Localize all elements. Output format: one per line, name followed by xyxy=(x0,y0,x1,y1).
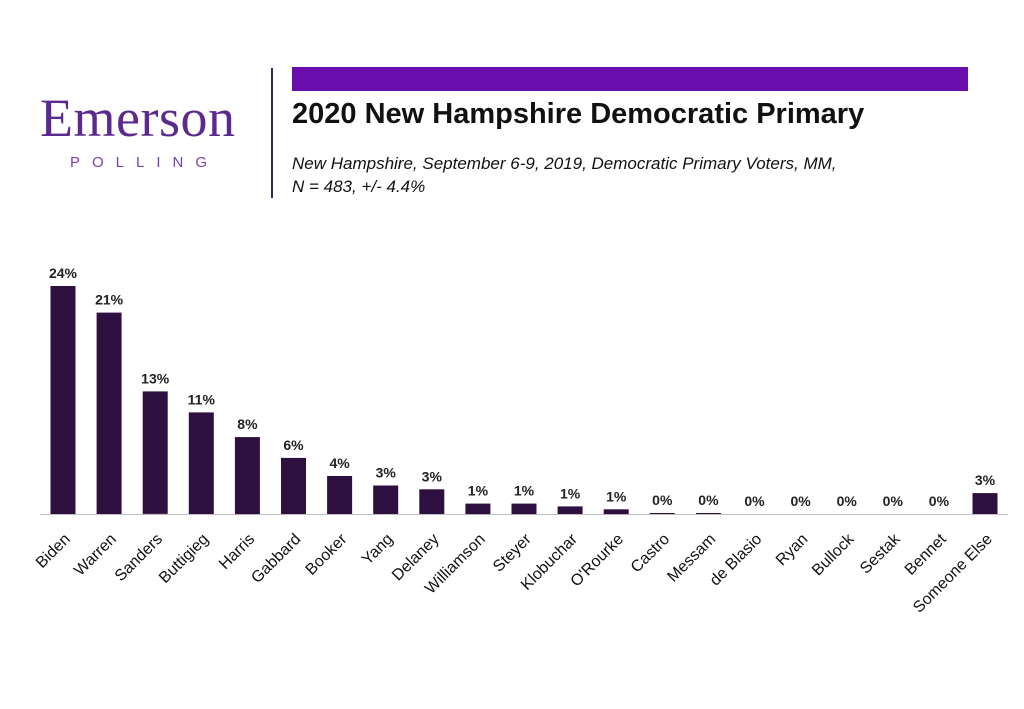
value-label: 1% xyxy=(468,483,489,499)
value-label: 11% xyxy=(188,391,216,407)
value-label: 0% xyxy=(929,493,950,509)
value-label: 8% xyxy=(237,416,258,432)
value-label: 4% xyxy=(329,455,350,471)
bar-biden xyxy=(50,286,76,514)
value-label: 6% xyxy=(283,437,304,453)
category-label: Ryan xyxy=(773,531,811,569)
category-label: Sestak xyxy=(857,530,904,577)
category-label: Booker xyxy=(303,530,351,578)
value-label-group: 24% 21% 13% 11% 8% 6% 4% 3% 3% 1% 1% 1% 1% 0% 0% 0% 0% 0%… xyxy=(49,265,996,509)
header-divider xyxy=(271,68,273,198)
brand-logo-wordmark: Emerson xyxy=(40,88,236,148)
category-label: Castro xyxy=(628,531,673,576)
bar-messam xyxy=(695,513,721,514)
bar-steyer xyxy=(511,503,537,515)
bar-o-rourke xyxy=(603,509,629,515)
category-label: Harris xyxy=(216,531,258,573)
value-label: 1% xyxy=(606,488,627,504)
value-label: 3% xyxy=(422,468,443,484)
category-label: Bullock xyxy=(809,530,858,579)
value-label: 1% xyxy=(514,483,535,499)
value-label: 3% xyxy=(975,472,996,488)
page-subtitle: New Hampshire, September 6-9, 2019, Demo… xyxy=(292,152,952,198)
bar-gabbard xyxy=(281,457,306,514)
bar-delaney xyxy=(419,489,445,514)
value-label: 21% xyxy=(95,292,124,308)
category-label: Yang xyxy=(359,531,397,569)
value-label: 3% xyxy=(376,465,397,481)
brand-logo-tagline: POLLING xyxy=(70,154,220,171)
bar-yang xyxy=(373,485,399,514)
bar-harris xyxy=(234,437,260,515)
bar-klobuchar xyxy=(557,506,583,514)
category-label: Steyer xyxy=(490,530,535,575)
value-label: 0% xyxy=(744,493,765,509)
bar-someone-else xyxy=(972,493,998,514)
bar-sanders xyxy=(142,391,168,514)
bar-buttigieg xyxy=(188,412,214,514)
subtitle-line-2: N = 483, +/- 4.4% xyxy=(292,177,426,196)
bar-warren xyxy=(96,312,122,514)
page-title: 2020 New Hampshire Democratic Primary xyxy=(292,98,865,130)
value-label: 0% xyxy=(883,493,904,509)
value-label: 0% xyxy=(790,493,811,509)
bar-booker xyxy=(327,476,353,514)
value-label: 0% xyxy=(652,492,673,508)
header-accent-bar xyxy=(292,67,968,91)
category-label: Gabbard xyxy=(248,531,304,587)
value-label: 1% xyxy=(560,485,581,501)
value-label: 13% xyxy=(141,370,170,386)
subtitle-line-1: New Hampshire, September 6-9, 2019, Demo… xyxy=(292,154,837,173)
category-label: Someone Else xyxy=(910,531,996,617)
bar-castro xyxy=(649,513,675,514)
category-label: Buttigieg xyxy=(156,531,212,587)
category-label: Biden xyxy=(33,531,74,572)
bar-group xyxy=(50,286,998,515)
value-label: 0% xyxy=(837,493,858,509)
value-label: 24% xyxy=(49,265,78,281)
bar-williamson xyxy=(465,503,491,515)
value-label: 0% xyxy=(698,492,719,508)
